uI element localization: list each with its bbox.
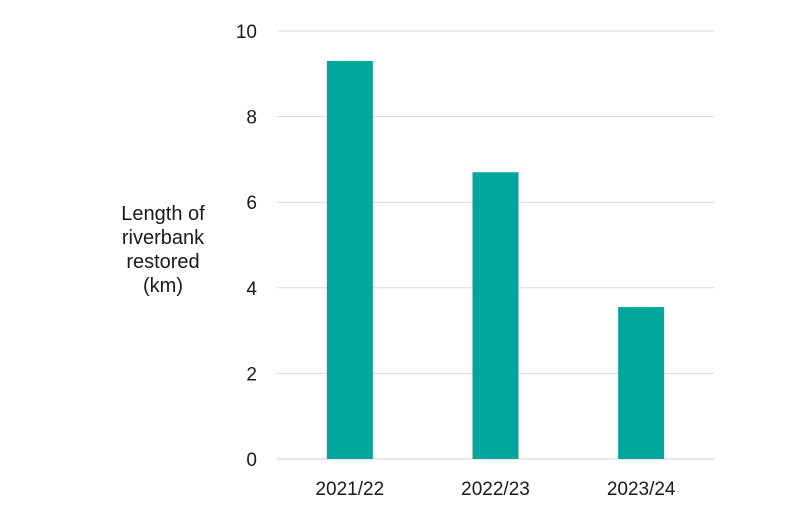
y-tick-label: 6 bbox=[246, 193, 257, 214]
bar bbox=[618, 307, 665, 459]
y-tick-labels: 0 2 4 6 8 10 bbox=[236, 22, 258, 471]
y-tick-label: 0 bbox=[246, 450, 257, 471]
x-tick-labels: 2021/22 2022/23 2023/24 bbox=[315, 479, 675, 500]
y-axis-label-line: (km) bbox=[143, 275, 183, 297]
y-axis-label-line: restored bbox=[126, 251, 199, 273]
x-tick-label: 2021/22 bbox=[315, 479, 384, 500]
y-tick-label: 4 bbox=[246, 279, 257, 300]
bar bbox=[472, 172, 519, 460]
x-tick-label: 2022/23 bbox=[461, 479, 530, 500]
y-tick-label: 8 bbox=[246, 108, 257, 129]
y-tick-label: 10 bbox=[236, 22, 257, 43]
x-tick-label: 2023/24 bbox=[607, 479, 676, 500]
y-axis-label: Length of riverbank restored (km) bbox=[121, 203, 205, 297]
y-axis-label-line: riverbank bbox=[122, 227, 205, 249]
bar bbox=[326, 60, 373, 460]
y-axis-label-line: Length of bbox=[121, 203, 205, 225]
bars bbox=[326, 60, 665, 460]
y-tick-label: 2 bbox=[246, 364, 257, 385]
